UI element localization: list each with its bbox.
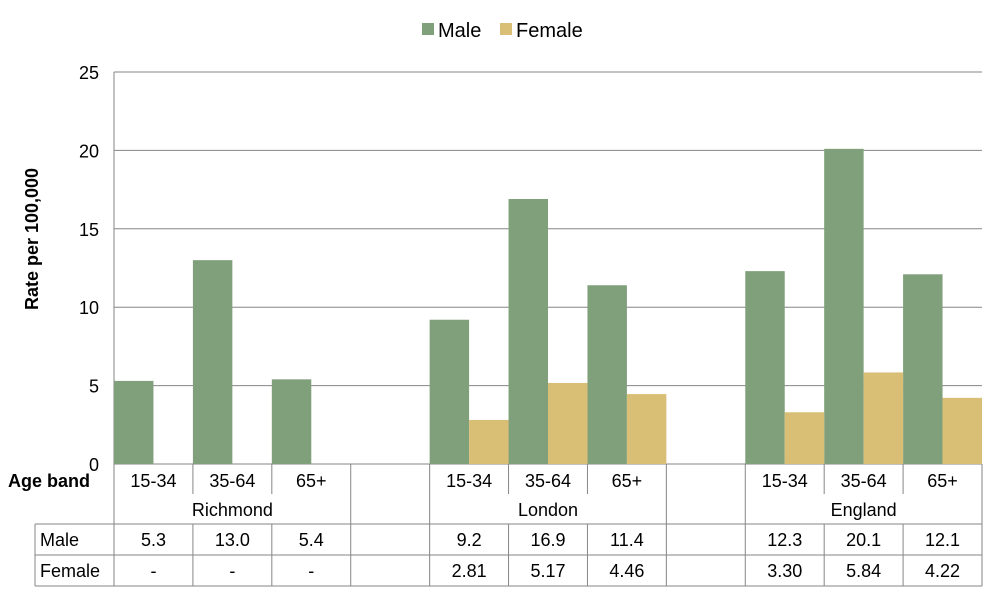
category-axis-title: Age band (8, 471, 90, 491)
y-tick-label: 0 (89, 455, 99, 475)
x-tick-label: 35-64 (209, 471, 255, 491)
x-tick-label: 15-34 (446, 471, 492, 491)
data-label: 9.2 (457, 530, 482, 550)
x-tick-label: 35-64 (525, 471, 571, 491)
bar-male (587, 285, 627, 464)
x-tick-label: 15-34 (762, 471, 808, 491)
table-row-label-female: Female (40, 561, 100, 581)
data-label: 12.3 (767, 530, 802, 550)
data-label: 16.9 (530, 530, 565, 550)
y-tick-label: 10 (79, 298, 99, 318)
data-label: 4.46 (609, 561, 644, 581)
group-label: Richmond (192, 500, 273, 520)
data-label: 5.3 (141, 530, 166, 550)
table-row-label-male: Male (40, 530, 79, 550)
bar-male (192, 260, 233, 464)
y-tick-label: 15 (79, 220, 99, 240)
data-label: - (150, 561, 156, 581)
data-label: 12.1 (925, 530, 960, 550)
data-label: 20.1 (846, 530, 881, 550)
data-label: 5.84 (846, 561, 881, 581)
data-label: 13.0 (215, 530, 250, 550)
group-label: England (831, 500, 897, 520)
data-label: 5.17 (530, 561, 565, 581)
x-tick-label: 65+ (927, 471, 958, 491)
data-label: 2.81 (452, 561, 487, 581)
y-axis-ticks: 0 5 10 15 20 25 (79, 63, 99, 475)
bars (114, 148, 982, 464)
data-label: 5.4 (299, 530, 324, 550)
bar-male (271, 379, 312, 464)
bar-female (784, 412, 825, 464)
data-table: Age band 15-34 35-64 65+ Richmond 15-34 35-64 6… (8, 464, 983, 587)
legend-swatch-male (422, 23, 434, 35)
bar-male (903, 274, 943, 464)
y-axis-title: Rate per 100,000 (22, 168, 42, 310)
y-tick-label: 5 (89, 377, 99, 397)
bar-male (508, 199, 548, 464)
x-tick-label: 15-34 (130, 471, 176, 491)
bar-female (863, 372, 904, 464)
legend-swatch-female (500, 23, 512, 35)
x-tick-label: 35-64 (841, 471, 887, 491)
data-label: 3.30 (767, 561, 802, 581)
legend-label-female: Female (516, 20, 583, 42)
bar-male (824, 148, 864, 464)
bar-male (429, 319, 470, 464)
bar-female (548, 382, 588, 464)
data-label: - (308, 561, 314, 581)
group-label: London (518, 500, 578, 520)
x-tick-label: 65+ (296, 471, 327, 491)
legend-label-male: Male (438, 20, 481, 42)
bar-male (114, 380, 154, 464)
y-tick-label: 20 (79, 141, 99, 161)
bar-female (942, 397, 982, 464)
bar-male (745, 271, 785, 464)
data-label: 11.4 (610, 530, 644, 550)
x-tick-label: 65+ (612, 471, 643, 491)
data-label: 4.22 (925, 561, 960, 581)
bar-female (469, 419, 509, 464)
data-label: - (229, 561, 235, 581)
bar-female (626, 394, 667, 464)
legend: Male Female (422, 20, 583, 42)
y-tick-label: 25 (79, 63, 99, 83)
